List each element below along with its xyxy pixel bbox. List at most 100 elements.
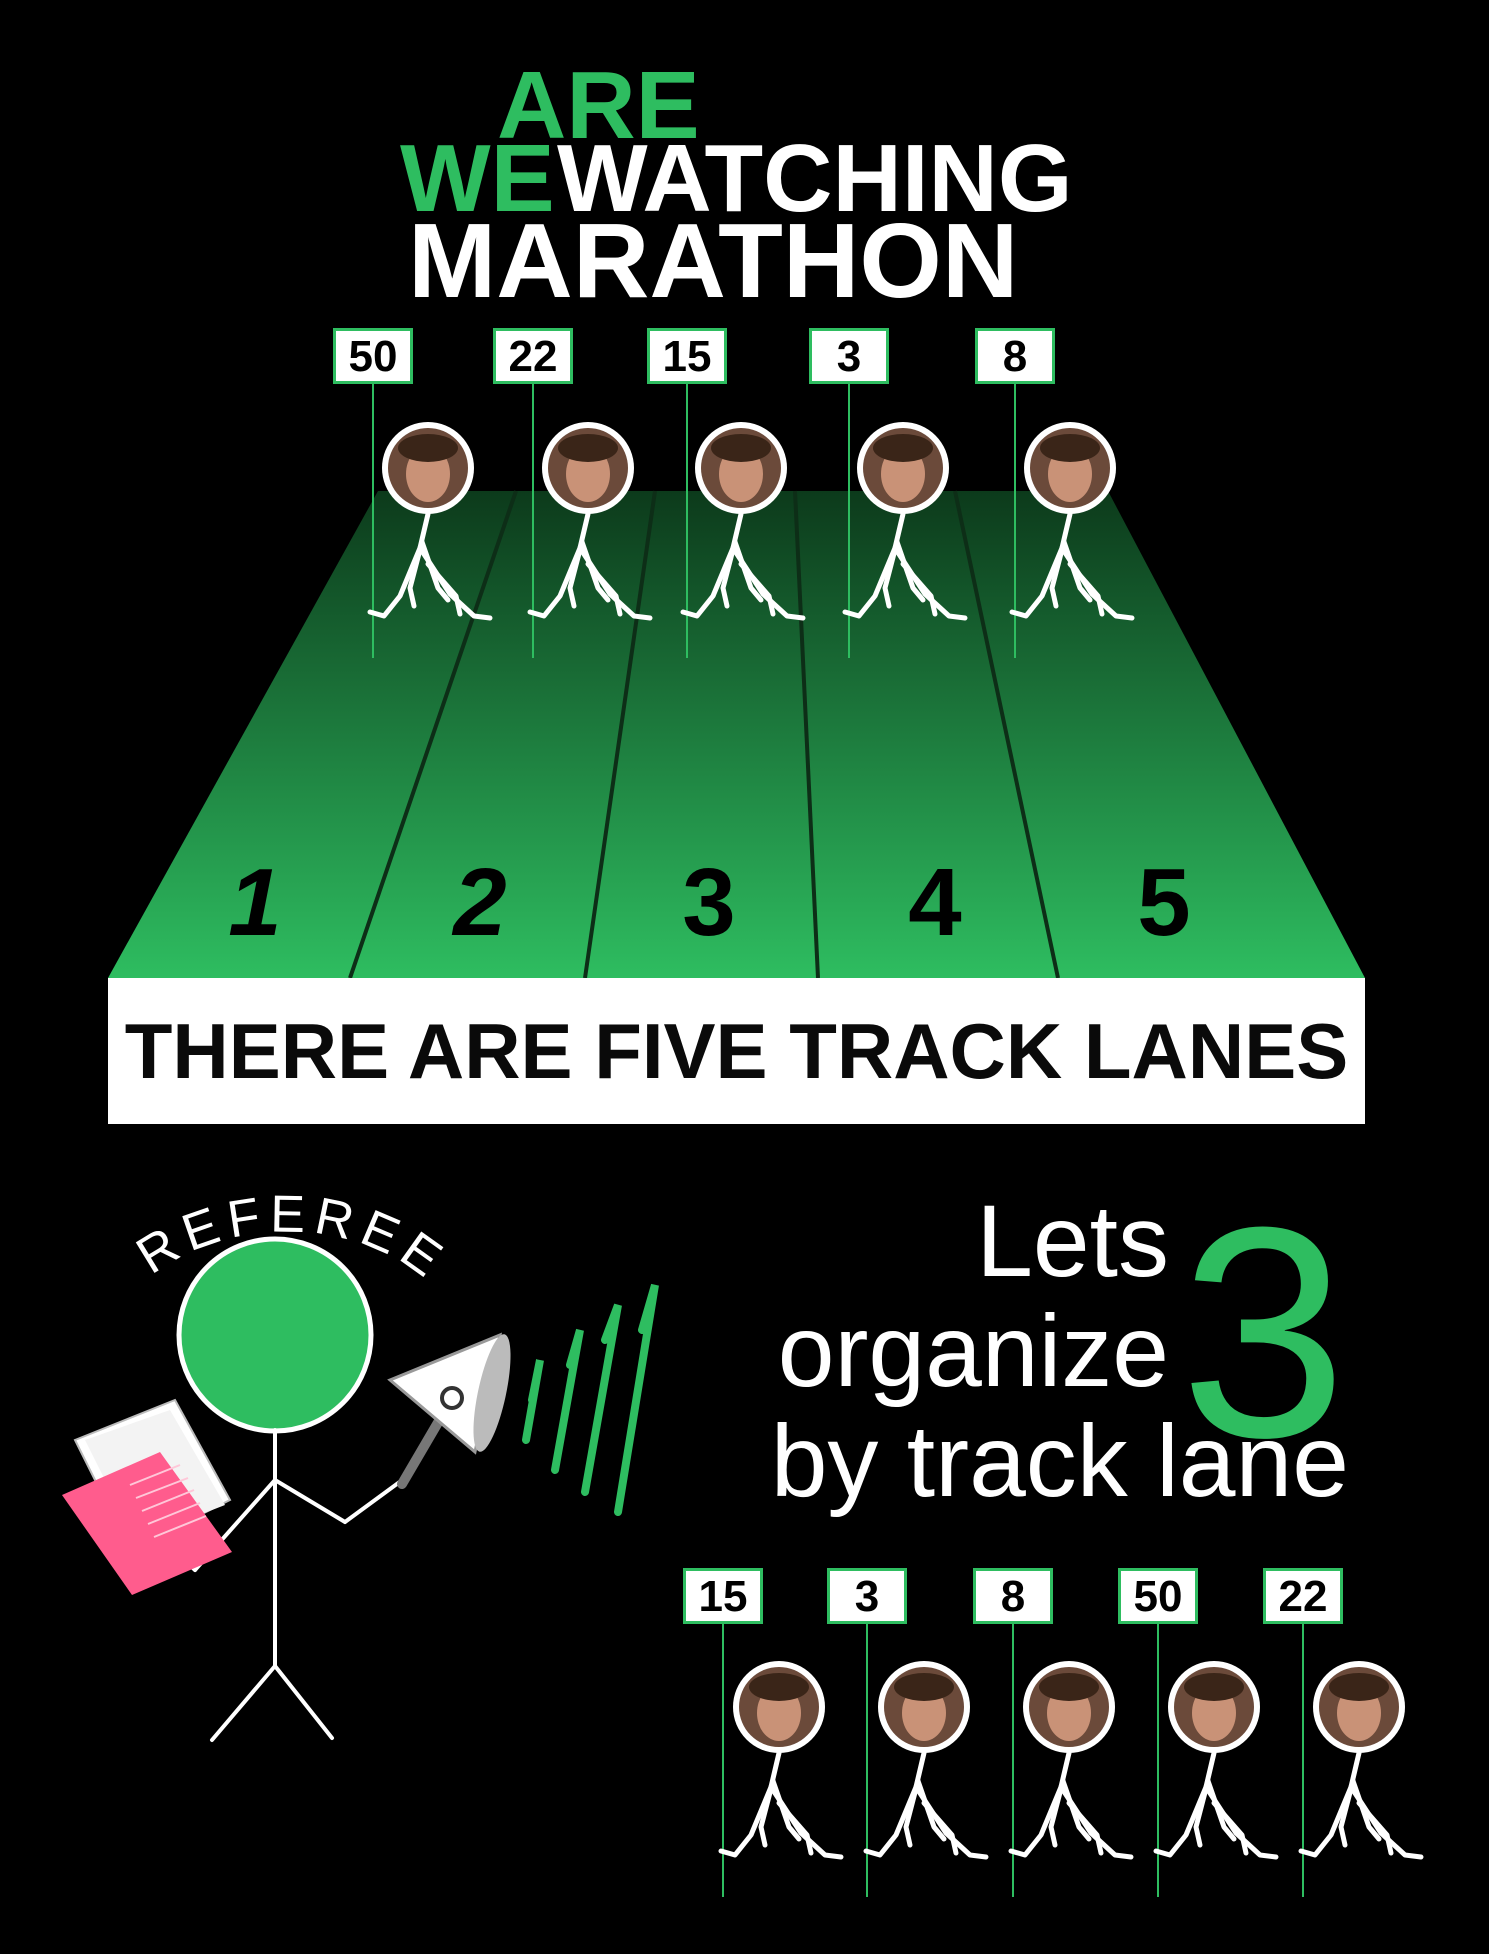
man-yellow-beanie-face (1040, 434, 1100, 462)
runner-limb (842, 545, 898, 619)
runner-limb (1048, 1778, 1066, 1848)
runner-limb (1049, 539, 1067, 609)
runner-limb (680, 545, 736, 619)
runner-bib-tag: 8 (975, 328, 1055, 384)
lane-number: 1 (228, 849, 282, 956)
runner-bib-tag: 15 (683, 1568, 763, 1624)
referee-figure (62, 1236, 659, 1742)
woman-brown-hair-face (398, 434, 458, 462)
runner-figure (680, 384, 806, 658)
runner-limb (1350, 1778, 1382, 1842)
organize-line-1: Lets (976, 1184, 1169, 1298)
runner-bib-tag: 22 (1263, 1568, 1343, 1624)
runner-limb (718, 1784, 774, 1858)
lane-number: 4 (908, 849, 962, 956)
runner-limb (1061, 539, 1093, 603)
runner-limb (1153, 1784, 1209, 1858)
title-word-are: ARE (497, 52, 700, 159)
runner-bib-tag: 3 (809, 328, 889, 384)
bearded-man-face (711, 434, 771, 462)
runner-limb (900, 561, 938, 617)
megaphone-icon (387, 1332, 511, 1489)
runner-limb (882, 539, 900, 609)
runner-limb (1067, 561, 1105, 617)
runner-bib-tag: 3 (827, 1568, 907, 1624)
runner-limb (1059, 545, 1135, 621)
runner-limb (770, 1778, 802, 1842)
title-word-watching: WATCHING (557, 125, 1073, 232)
lanes-banner: THERE ARE FIVE TRACK LANES (108, 978, 1365, 1124)
runner-limb (863, 1784, 919, 1858)
runner-figure (842, 384, 968, 658)
woman-dark-hair-face (558, 434, 618, 462)
runner-bib-tag: 50 (333, 328, 413, 384)
runner-figure (367, 384, 493, 658)
runner-limb (758, 1778, 776, 1848)
track-surface (108, 491, 1365, 978)
runner-limb (577, 545, 653, 621)
organize-line-3: by track lane (770, 1404, 1349, 1518)
runner-limb (921, 1800, 959, 1856)
runner-limb (1058, 1784, 1134, 1860)
runner-limb (1066, 1800, 1104, 1856)
runner-limb (417, 545, 493, 621)
lane-dividers (348, 490, 1060, 979)
runner-limb (776, 1800, 814, 1856)
runner-limb (1298, 1784, 1354, 1858)
runner-limb (892, 545, 968, 621)
runner-bib-tag: 22 (493, 328, 573, 384)
runner-figure (527, 384, 653, 658)
referee-book (62, 1398, 232, 1595)
referee-head (176, 1236, 374, 1434)
curly-hair-man-face (873, 434, 933, 462)
runner-limb (367, 545, 423, 619)
runner-limb (894, 539, 926, 603)
organize-line-2: organize (777, 1294, 1169, 1408)
runner-limb (1356, 1800, 1394, 1856)
curly-hair-man-face (894, 1673, 954, 1701)
runner-limb (1338, 1778, 1356, 1848)
bearded-man-face (749, 1673, 809, 1701)
runner-figure (863, 1624, 989, 1897)
runner-limb (1211, 1800, 1249, 1856)
lane-number: 3 (682, 849, 736, 956)
runner-limb (915, 1778, 947, 1842)
runner-bib-tag: 8 (973, 1568, 1053, 1624)
runner-limb (407, 539, 425, 609)
runner-figure (1008, 1624, 1134, 1897)
woman-dark-hair-face (1329, 1673, 1389, 1701)
runner-limb (768, 1784, 844, 1860)
runner-limb (1009, 545, 1065, 619)
runner-limb (527, 545, 583, 619)
runner-limb (579, 539, 611, 603)
runner-figure (1298, 1624, 1424, 1897)
runner-limb (567, 539, 585, 609)
lane-number: 5 (1137, 849, 1191, 956)
runner-limb (425, 561, 463, 617)
title-word-marathon: MARATHON (408, 202, 1019, 320)
runner-bib-tag: 15 (647, 328, 727, 384)
runner-figure (718, 1624, 844, 1897)
organize-big-number: 3 (1180, 1164, 1347, 1500)
runner-limb (720, 539, 738, 609)
runner-limb (913, 1784, 989, 1860)
title-word-we: WE (400, 125, 555, 232)
runner-limb (585, 561, 623, 617)
runner-limb (738, 561, 776, 617)
woman-brown-hair-face (1184, 1673, 1244, 1701)
runner-limb (903, 1778, 921, 1848)
runner-limb (1203, 1784, 1279, 1860)
runner-limb (732, 539, 764, 603)
runner-figure (1009, 384, 1135, 658)
runner-limb (1193, 1778, 1211, 1848)
runner-limb (1348, 1784, 1424, 1860)
sound-waves (522, 1283, 659, 1516)
runner-limb (1060, 1778, 1092, 1842)
runner-limb (1008, 1784, 1064, 1858)
runner-limb (1205, 1778, 1237, 1842)
runner-limb (730, 545, 806, 621)
runner-bib-tag: 50 (1118, 1568, 1198, 1624)
runner-figure (1153, 1624, 1279, 1897)
